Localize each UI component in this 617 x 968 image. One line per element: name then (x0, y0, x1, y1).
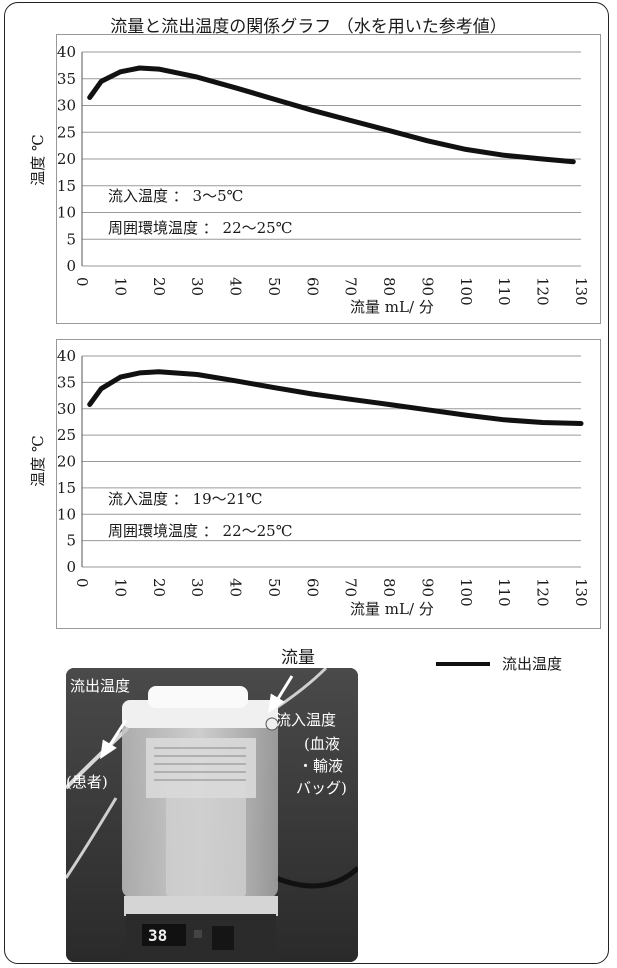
device-photo: 流出温度 (患者) 流入温度 (血液 ・輸液 バッグ) 38 (66, 668, 358, 962)
legend-label: 流出温度 (502, 655, 563, 673)
label-bag-1: (血液 (304, 735, 340, 753)
chart-1-frame (56, 34, 601, 324)
legend-swatch (436, 662, 490, 666)
temperature-display: 38 (148, 926, 168, 945)
label-patient: (患者) (66, 773, 108, 791)
label-bag-2: ・輸液 (298, 757, 344, 775)
page-frame (4, 2, 609, 964)
label-inflow: 流入温度 (276, 711, 337, 729)
page-title: 流量と流出温度の関係グラフ （水を用いた参考値） (110, 17, 507, 37)
label-bag-3: バッグ) (296, 779, 347, 797)
photo-caption: 流量 (281, 648, 315, 668)
chart-2-frame (56, 339, 601, 629)
device-illustration (66, 668, 358, 962)
legend: 流出温度 (436, 652, 606, 676)
label-outflow: 流出温度 (70, 677, 131, 695)
